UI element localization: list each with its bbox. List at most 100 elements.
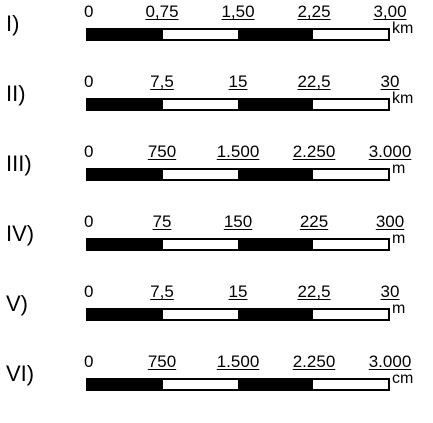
scale-segment-white bbox=[163, 380, 238, 389]
scale-segment-black bbox=[88, 310, 163, 319]
scale-segment-white bbox=[163, 170, 238, 179]
scale-segment-black bbox=[88, 100, 163, 109]
tick-label: 0 bbox=[84, 2, 93, 22]
tick-value: 150 bbox=[223, 212, 253, 231]
tick-value: 30 bbox=[380, 72, 400, 91]
scale-label: III) bbox=[6, 151, 32, 176]
tick-value: 0 bbox=[84, 2, 94, 21]
scale-segment-white bbox=[163, 310, 238, 319]
tick-label: 22,5 bbox=[297, 282, 330, 302]
tick-value: 7,5 bbox=[150, 72, 174, 91]
tick-value: 750 bbox=[147, 142, 177, 161]
scale-bar-2: II) 0 7,5 15 22,5 30 km bbox=[0, 70, 433, 120]
tick-label: 750 bbox=[148, 142, 176, 162]
unit-label: m bbox=[392, 230, 406, 247]
scale-label: IV) bbox=[6, 221, 35, 246]
tick-value: 1.500 bbox=[216, 352, 260, 371]
tick-value: 0 bbox=[84, 352, 94, 371]
unit-label: m bbox=[392, 300, 406, 317]
scale-segment-black bbox=[238, 100, 313, 109]
tick-value: 2.250 bbox=[292, 352, 336, 371]
tick-label: 225 bbox=[300, 212, 328, 232]
scale-segment-black bbox=[238, 380, 313, 389]
tick-value: 1.500 bbox=[216, 142, 260, 161]
tick-value: 0 bbox=[84, 142, 94, 161]
tick-label: 0 bbox=[84, 352, 93, 372]
tick-value: 0 bbox=[84, 282, 94, 301]
tick-value: 225 bbox=[299, 212, 329, 231]
tick-value: 750 bbox=[147, 352, 177, 371]
tick-value: 3,00 bbox=[373, 2, 407, 21]
scale-label: VI) bbox=[6, 361, 35, 386]
scale-segment-white bbox=[313, 30, 388, 39]
tick-value: 2,25 bbox=[297, 2, 331, 21]
tick-label: 22,5 bbox=[297, 72, 330, 92]
scale-bar-6: VI) 0 750 1.500 2.250 3.000 cm bbox=[0, 350, 433, 400]
tick-label: 7,5 bbox=[150, 72, 174, 92]
scale-bar-3: III) 0 750 1.500 2.250 3.000 m bbox=[0, 140, 433, 190]
scale-bar-graphic bbox=[86, 378, 390, 391]
scale-bar-graphic bbox=[86, 238, 390, 251]
scale-label: II) bbox=[6, 81, 26, 106]
tick-label: 15 bbox=[229, 282, 248, 302]
scale-segment-black bbox=[238, 240, 313, 249]
tick-label: 15 bbox=[229, 72, 248, 92]
tick-value: 3.000 bbox=[368, 352, 412, 371]
tick-label: 150 bbox=[224, 212, 252, 232]
tick-label: 1,50 bbox=[221, 2, 254, 22]
tick-label: 0 bbox=[84, 212, 93, 232]
scale-bar-graphic bbox=[86, 28, 390, 41]
tick-label: 2.250 bbox=[293, 142, 336, 162]
tick-label: 1.500 bbox=[217, 352, 260, 372]
tick-value: 300 bbox=[375, 212, 405, 231]
scale-label: V) bbox=[6, 291, 28, 316]
tick-label: 30 bbox=[381, 282, 400, 302]
tick-label: 2.250 bbox=[293, 352, 336, 372]
tick-value: 3.000 bbox=[368, 142, 412, 161]
tick-value: 30 bbox=[380, 282, 400, 301]
unit-label: m bbox=[392, 160, 406, 177]
scale-bar-5: V) 0 7,5 15 22,5 30 m bbox=[0, 280, 433, 330]
scale-segment-white bbox=[313, 310, 388, 319]
scale-segment-black bbox=[88, 170, 163, 179]
scale-segment-white bbox=[313, 240, 388, 249]
scale-segment-white bbox=[313, 170, 388, 179]
tick-label: 7,5 bbox=[150, 282, 174, 302]
tick-label: 30 bbox=[381, 72, 400, 92]
scale-bar-graphic bbox=[86, 168, 390, 181]
tick-label: 3,00 bbox=[373, 2, 406, 22]
scale-bar-1: I) 0 0,75 1,50 2,25 3,00 km bbox=[0, 0, 433, 50]
tick-label: 0,75 bbox=[145, 2, 178, 22]
unit-label: cm bbox=[392, 370, 414, 387]
tick-value: 15 bbox=[228, 282, 248, 301]
scale-segment-black bbox=[88, 240, 163, 249]
scale-segment-white bbox=[313, 380, 388, 389]
scale-segment-white bbox=[163, 30, 238, 39]
scale-segment-black bbox=[88, 380, 163, 389]
tick-label: 750 bbox=[148, 352, 176, 372]
tick-value: 22,5 bbox=[297, 282, 331, 301]
tick-label: 3.000 bbox=[369, 352, 412, 372]
scale-bar-4: IV) 0 75 150 225 300 m bbox=[0, 210, 433, 260]
scale-segment-white bbox=[313, 100, 388, 109]
scale-segment-white bbox=[163, 240, 238, 249]
scale-segment-black bbox=[238, 310, 313, 319]
tick-value: 7,5 bbox=[150, 282, 174, 301]
scale-bar-graphic bbox=[86, 98, 390, 111]
scale-segment-black bbox=[238, 30, 313, 39]
tick-value: 0 bbox=[84, 212, 94, 231]
tick-value: 22,5 bbox=[297, 72, 331, 91]
scale-label: I) bbox=[6, 11, 20, 36]
tick-label: 3.000 bbox=[369, 142, 412, 162]
scale-segment-black bbox=[88, 30, 163, 39]
tick-label: 75 bbox=[153, 212, 172, 232]
unit-label: km bbox=[392, 90, 414, 107]
tick-label: 2,25 bbox=[297, 2, 330, 22]
tick-label: 300 bbox=[376, 212, 404, 232]
tick-value: 1,50 bbox=[221, 2, 255, 21]
scale-segment-black bbox=[238, 170, 313, 179]
scale-segment-white bbox=[163, 100, 238, 109]
tick-value: 15 bbox=[228, 72, 248, 91]
scale-bar-graphic bbox=[86, 308, 390, 321]
